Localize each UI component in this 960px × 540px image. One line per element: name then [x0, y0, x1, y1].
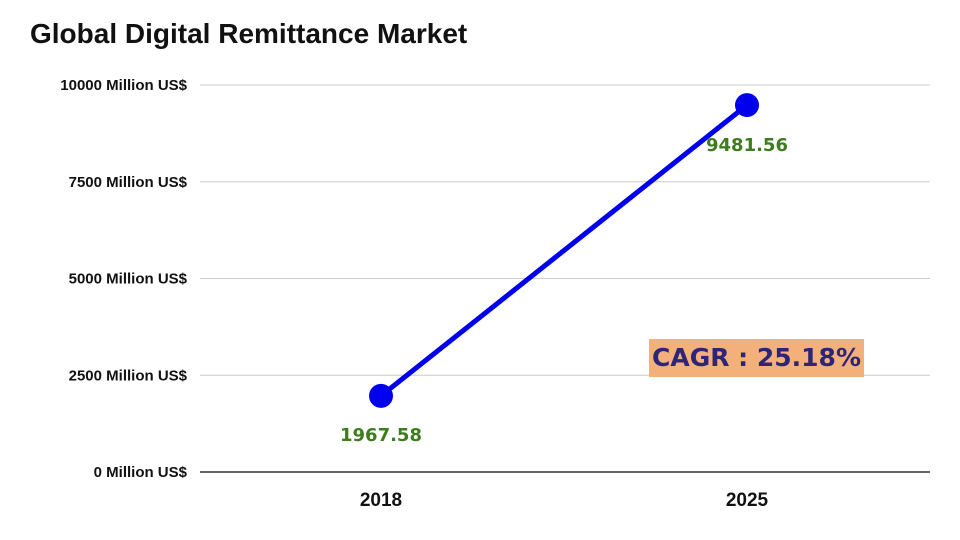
- series-line: [378, 102, 750, 399]
- y-tick-label: 7500 Million US$: [69, 174, 188, 191]
- data-point: [369, 383, 393, 408]
- data-label: 9481.56: [706, 135, 788, 156]
- data-point: [735, 93, 759, 118]
- chart-title: Global Digital Remittance Market: [30, 18, 468, 49]
- y-tick-label: 5000 Million US$: [69, 271, 188, 288]
- y-tick-label: 2500 Million US$: [69, 367, 188, 384]
- y-tick-label: 10000 Million US$: [60, 77, 187, 94]
- data-label: 1967.58: [340, 425, 422, 446]
- cagr-annotation: CAGR : 25.18%: [649, 339, 864, 377]
- x-tick-label: 2025: [726, 490, 769, 511]
- y-tick-label: 0 Million US$: [94, 464, 188, 481]
- x-tick-label: 2018: [360, 490, 402, 511]
